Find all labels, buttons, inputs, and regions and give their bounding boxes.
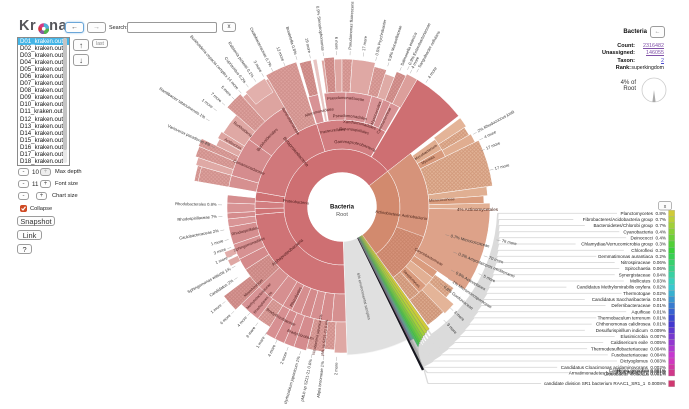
- svg-text:Thermodesulfobacteriaceae 0.0: Thermodesulfobacteriaceae 0.004%: [591, 346, 666, 351]
- svg-text:19 more: 19 more: [304, 38, 312, 54]
- svg-text:2 more: 2 more: [333, 362, 338, 376]
- svg-text:17 more: 17 more: [485, 140, 501, 151]
- svg-text:Aquificae 0.01%: Aquificae 0.01%: [632, 309, 666, 314]
- svg-text:Synergistaceae 0.04%: Synergistaceae 0.04%: [619, 272, 666, 277]
- svg-text:Chloroflexi 0.2%: Chloroflexi 0.2%: [631, 248, 666, 253]
- svg-text:Gloeobacter violaceus 0.001%: Gloeobacter violaceus 0.001%: [604, 372, 666, 377]
- svg-text:1 more: 1 more: [255, 335, 266, 349]
- svg-text:Cyanobacteria 0.4%: Cyanobacteria 0.4%: [623, 229, 666, 234]
- svg-text:Caldisericum exile 0.005%: Caldisericum exile 0.005%: [611, 340, 666, 345]
- svg-text:Deinococci 0.4%: Deinococci 0.4%: [631, 235, 667, 240]
- svg-text:Mollicutes 0.03%: Mollicutes 0.03%: [630, 279, 666, 284]
- svg-text:Thermotogae 0.02%: Thermotogae 0.02%: [623, 291, 666, 296]
- svg-text:0.9% Stenotrophomonas: 0.9% Stenotrophomonas: [315, 6, 325, 51]
- svg-text:6 more: 6 more: [334, 37, 339, 51]
- svg-text:Spirochaetia 0.06%: Spirochaetia 0.06%: [625, 266, 666, 271]
- svg-text:1 more: 1 more: [201, 97, 215, 109]
- svg-text:2% Rhodococcus jostii: 2% Rhodococcus jostii: [477, 109, 516, 133]
- svg-text:Afipia broomeae 1%: Afipia broomeae 1%: [316, 361, 325, 399]
- svg-text:17 more: 17 more: [361, 35, 368, 51]
- svg-text:Bacteroidetes/Chlorobi group: Bacteroidetes/Chlorobi group 0.7%: [593, 223, 666, 228]
- svg-text:4 more: 4 more: [427, 65, 439, 79]
- svg-text:17 more: 17 more: [494, 162, 510, 171]
- svg-text:Chlamydiae/Verrucomicrobia gro: Chlamydiae/Verrucomicrobia group 0.3%: [581, 242, 666, 247]
- svg-text:Fibrobacteres/Acidobacteria gr: Fibrobacteres/Acidobacteria group 0.7%: [583, 217, 666, 222]
- svg-text:4% Actinomycetales: 4% Actinomycetales: [457, 207, 499, 212]
- svg-text:Planctomycetes 0.8%: Planctomycetes 0.8%: [621, 211, 666, 216]
- svg-text:Root: Root: [336, 212, 348, 218]
- svg-text:Elusimicrobia 0.007%: Elusimicrobia 0.007%: [621, 334, 666, 339]
- svg-text:76 more: 76 more: [501, 238, 517, 246]
- svg-text:Candidatus Saccharibacteria 0: Candidatus Saccharibacteria 0.01%: [592, 297, 666, 302]
- svg-text:Variovorax paradoxus 4%: Variovorax paradoxus 4%: [167, 123, 212, 147]
- svg-text:5 more: 5 more: [220, 85, 233, 98]
- svg-text:Pseudomonas fluorescens: Pseudomonas fluorescens: [347, 1, 355, 49]
- svg-text:Caulobacteraceae 2%: Caulobacteraceae 2%: [179, 228, 220, 241]
- svg-text:Ramlibacter tataouinensis 1%: Ramlibacter tataouinensis 1%: [158, 86, 206, 120]
- svg-text:4 more: 4 more: [236, 314, 249, 327]
- svg-text:1 more: 1 more: [210, 238, 224, 247]
- svg-text:Chthonomonas calidirosea 0.01: Chthonomonas calidirosea 0.01%: [596, 322, 666, 327]
- svg-text:Rhodospirillaceae 7%: Rhodospirillaceae 7%: [177, 214, 217, 222]
- svg-text:candidate division SR1 bacteri: candidate division SR1 bacterium RAAC1_S…: [544, 381, 666, 386]
- svg-text:0.5% Psychrobacter: 0.5% Psychrobacter: [374, 19, 387, 56]
- svg-text:2 more: 2 more: [279, 350, 288, 364]
- svg-text:12 more: 12 more: [275, 46, 286, 62]
- svg-text:6 more: 6 more: [219, 312, 232, 325]
- svg-text:1 more: 1 more: [215, 255, 229, 265]
- svg-text:Rhodobacterales 0.8%: Rhodobacterales 0.8%: [175, 201, 217, 207]
- svg-text:Thermobaculum terrenum 0.01%: Thermobaculum terrenum 0.01%: [598, 316, 666, 321]
- svg-text:7 more: 7 more: [210, 91, 223, 104]
- svg-text:Candidatus Methylomirabilis ox: Candidatus Methylomirabilis oxyfera 0.02…: [577, 285, 666, 290]
- svg-text:Gemmatimonas aurantiaca 0.2%: Gemmatimonas aurantiaca 0.2%: [598, 254, 666, 259]
- svg-text:Nitrospiraceae 0.06%: Nitrospiraceae 0.06%: [621, 260, 666, 265]
- svg-text:Desulfurispirillum indicum 0.: Desulfurispirillum indicum 0.009%: [596, 328, 666, 333]
- svg-text:Deferribacteraceae 0.01%: Deferribacteraceae 0.01%: [611, 303, 666, 308]
- svg-text:Sphingomonas wittichii 1%: Sphingomonas wittichii 1%: [186, 266, 231, 294]
- svg-text:3 more: 3 more: [253, 60, 264, 74]
- svg-text:Dictyoglomus 0.003%: Dictyoglomus 0.003%: [620, 359, 666, 364]
- svg-text:Bordetella 0.8%: Bordetella 0.8%: [285, 26, 298, 55]
- svg-text:1 more: 1 more: [209, 302, 223, 314]
- svg-text:Bacteria: Bacteria: [330, 204, 355, 211]
- svg-text:0.9% Moraxellaceae: 0.9% Moraxellaceae: [387, 24, 403, 62]
- svg-text:pMLb sp SZ21-21 0.6%: pMLb sp SZ21-21 0.6%: [300, 358, 314, 401]
- svg-text:4 more: 4 more: [483, 129, 497, 139]
- svg-text:Fusobacteriaceae 0.004%: Fusobacteriaceae 0.004%: [611, 353, 666, 358]
- svg-text:4 more: 4 more: [266, 343, 276, 357]
- svg-text:8 more: 8 more: [245, 325, 257, 339]
